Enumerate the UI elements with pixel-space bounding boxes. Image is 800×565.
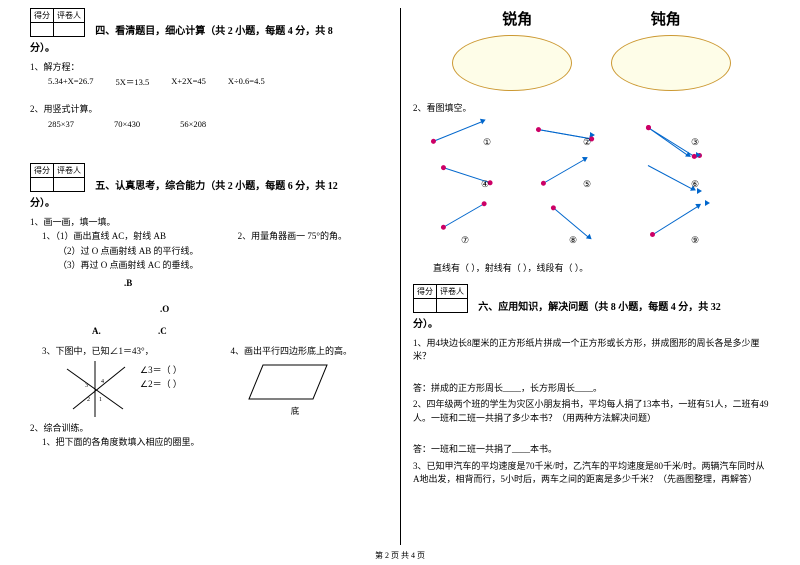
grader-label: 评卷人 <box>54 163 85 177</box>
svg-text:2: 2 <box>87 397 90 403</box>
grader-cell[interactable] <box>54 23 85 37</box>
score-cell[interactable] <box>414 298 437 312</box>
score-cell[interactable] <box>31 23 54 37</box>
eq: 56×208 <box>180 119 206 129</box>
sec5-q5-1: 1、把下面的各角度数填入相应的圈里。 <box>30 435 388 449</box>
angle-type-labels: 锐角 钝角 <box>413 8 770 29</box>
sec5-q4: 4、画出平行四边形底上的高。 <box>230 344 388 358</box>
eq: 70×430 <box>114 119 140 129</box>
parallelogram <box>245 359 335 409</box>
eq: 285×37 <box>48 119 74 129</box>
score-label: 得分 <box>31 163 54 177</box>
angle-figure: 1 2 3 4 <box>65 361 135 417</box>
exam-page: 得分评卷人 四、看清题目，细心计算（共 2 小题，每题 4 分，共 8 分）。 … <box>0 0 800 565</box>
grader-label: 评卷人 <box>54 9 85 23</box>
sec5-q1: 1、画一画，填一填。 <box>30 215 388 229</box>
num-7: ⑦ <box>461 235 469 246</box>
sec4-q2: 2、用竖式计算。 <box>30 102 388 116</box>
num-2: ② <box>583 137 591 148</box>
right-column: 锐角 钝角 2、看图填空。 ① ② ③ ④ ⑤ <box>400 8 770 545</box>
score-cell[interactable] <box>31 177 54 191</box>
score-box: 得分评卷人 <box>30 163 85 192</box>
seg-7 <box>443 203 485 228</box>
num-4: ④ <box>481 179 489 190</box>
sec6-q1: 1、用4块边长8厘米的正方形纸片拼成一个正方形或长方形，拼成图形的周长各是多少厘… <box>413 337 770 364</box>
score-box: 得分评卷人 <box>413 284 468 313</box>
num-8: ⑧ <box>569 235 577 246</box>
num-3: ③ <box>691 137 699 148</box>
grader-cell[interactable] <box>54 177 85 191</box>
score-box: 得分评卷人 <box>30 8 85 37</box>
angle3-blank: ∠3＝（ ） <box>140 363 182 377</box>
sec6-title-cont: 分）。 <box>413 317 770 333</box>
seg-5 <box>543 158 587 184</box>
sec6-a2: 答：一班和二班一共捐了____本书。 <box>413 443 770 457</box>
obtuse-ellipse <box>611 35 731 91</box>
num-5: ⑤ <box>583 179 591 190</box>
grader-label: 评卷人 <box>437 284 468 298</box>
sec6-q2: 2、四年级两个班的学生为灾区小朋友捐书，平均每人捐了13本书，一班有51人，二班… <box>413 398 770 425</box>
score-label: 得分 <box>414 284 437 298</box>
seg-6 <box>648 165 694 190</box>
sec4-title: 四、看清题目，细心计算（共 2 小题，每题 4 分，共 8 <box>95 22 333 37</box>
sec4-q1: 1、解方程： <box>30 60 388 74</box>
seg-9a <box>653 205 700 235</box>
acute-label: 锐角 <box>502 8 532 29</box>
sec5-q3: 3、下图中，已知∠1＝43°， <box>30 344 230 358</box>
num-6: ⑥ <box>691 179 699 190</box>
sec5-q5: 2、综合训练。 <box>30 421 388 435</box>
sec4-eq-row1: 5.34+X=26.7 5X＝13.5 X+2X=45 X÷0.6=4.5 <box>30 76 388 88</box>
sec6-q3: 3、已知甲汽车的平均速度是70千米/时，乙汽车的平均速度是80千米/时。两辆汽车… <box>413 460 770 487</box>
eq: X+2X=45 <box>171 76 206 88</box>
sec5-title: 五、认真思考，综合能力（共 2 小题，每题 6 分，共 12 <box>95 177 338 192</box>
score-label: 得分 <box>31 9 54 23</box>
left-column: 得分评卷人 四、看清题目，细心计算（共 2 小题，每题 4 分，共 8 分）。 … <box>30 8 400 545</box>
obtuse-label: 钝角 <box>651 8 681 29</box>
eq: 5X＝13.5 <box>115 76 149 88</box>
sec4-title-cont: 分）。 <box>30 41 388 57</box>
svg-text:4: 4 <box>101 379 104 385</box>
line-fill-bottom: 直线有（ ），射线有（ ），线段有（ ）。 <box>413 261 770 275</box>
sec4-eq-row2: 285×37 70×430 56×208 <box>30 119 388 129</box>
sec5-title-cont: 分）。 <box>30 196 388 212</box>
pt-a: A. <box>92 326 101 336</box>
num-1: ① <box>483 137 491 148</box>
pt-o: .O <box>160 304 169 314</box>
ellipse-row <box>413 29 770 101</box>
section5-header: 得分评卷人 五、认真思考，综合能力（共 2 小题，每题 6 分，共 12 <box>30 163 388 192</box>
page-footer: 第 2 页 共 4 页 <box>0 550 800 561</box>
sec6-a1: 答：拼成的正方形周长____，长方形周长____。 <box>413 382 770 396</box>
acute-ellipse <box>452 35 572 91</box>
line-grid: ① ② ③ ④ ⑤ ⑥ ⑦ ⑧ ⑨ <box>423 119 760 259</box>
sec5-q1-1: 1、（1）画出直线 AC，射线 AB <box>30 229 238 243</box>
sec5-q2: 2、用量角器画一 75°的角。 <box>238 229 388 243</box>
num-9: ⑨ <box>691 235 699 246</box>
seg-8 <box>553 208 590 240</box>
geom-points: .B .O A. .C <box>30 274 388 344</box>
eq: 5.34+X=26.7 <box>48 76 93 88</box>
grader-cell[interactable] <box>437 298 468 312</box>
line-q: 2、看图填空。 <box>413 101 770 115</box>
pt-b: .B <box>124 278 132 288</box>
svg-text:3: 3 <box>85 383 88 389</box>
section4-header: 得分评卷人 四、看清题目，细心计算（共 2 小题，每题 4 分，共 8 <box>30 8 388 37</box>
sec5-q1-2: （2）过 O 点画射线 AB 的平行线。 <box>30 244 238 258</box>
sec6-title: 六、应用知识，解决问题（共 8 小题，每题 4 分，共 32 <box>478 298 721 313</box>
pt-c: .C <box>158 326 167 336</box>
eq: X÷0.6=4.5 <box>228 76 265 88</box>
svg-text:1: 1 <box>99 397 102 403</box>
sec5-q1-3: （3）再过 O 点画射线 AC 的垂线。 <box>30 258 238 272</box>
seg-1 <box>433 121 484 143</box>
section6-header: 得分评卷人 六、应用知识，解决问题（共 8 小题，每题 4 分，共 32 <box>413 284 770 313</box>
angle2-blank: ∠2＝（ ） <box>140 377 182 391</box>
